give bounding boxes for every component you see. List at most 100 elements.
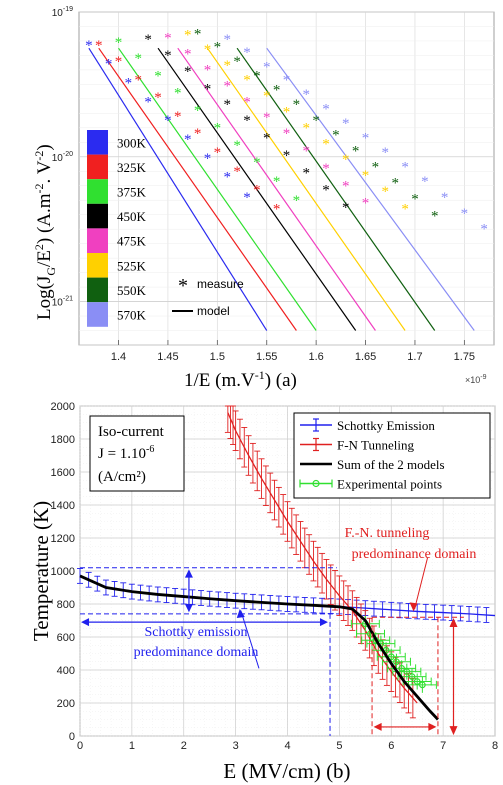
measure-point-475K: * (243, 94, 251, 110)
measure-point-450K: * (303, 165, 311, 181)
measure-point-450K: * (283, 148, 291, 164)
measure-point-325K: * (194, 126, 202, 142)
schottky-arrowhead-down (184, 604, 193, 613)
measure-point-450K: * (144, 32, 152, 48)
measure-point-570K: * (342, 116, 350, 132)
measure-point-550K: * (352, 144, 360, 160)
model-line-375K (118, 47, 317, 331)
iso-current-title: Iso-current (98, 424, 165, 440)
panel-a-y-ticks: 10-19 10-20 10-21 (52, 6, 73, 309)
measure-point-375K: * (194, 103, 202, 119)
legend-swatch-375K (87, 179, 108, 204)
measure-point-550K: * (194, 26, 202, 42)
legend-label-325K: 325K (117, 160, 147, 175)
measure-point-525K: * (243, 73, 251, 89)
measure-point-570K: * (461, 206, 469, 222)
panel-b-y-tick-label: 400 (57, 665, 75, 677)
measure-point-475K: * (322, 161, 330, 177)
measure-point-300K: * (243, 190, 251, 206)
panel-b-x-tick-label: 7 (440, 740, 446, 752)
schottky-pointer-head (236, 608, 245, 618)
panel-b: 0 200 400 600 800 1000 1200 1400 1600 1800 2000 0 1… (29, 401, 498, 783)
measure-point-570K: * (421, 174, 429, 190)
model-line-475K (177, 47, 376, 331)
panel-b-y-tick-label: 2000 (51, 401, 75, 413)
measure-point-570K: * (263, 60, 271, 76)
legend-label-525K: 525K (117, 258, 147, 273)
measure-point-550K: * (411, 191, 419, 207)
legend-swatch-300K (87, 130, 108, 155)
fn-range-arrowhead-down (449, 726, 458, 736)
panel-b-x-tick-label: 2 (181, 740, 187, 752)
measure-point-475K: * (342, 178, 350, 194)
measure-point-550K: * (391, 175, 399, 191)
measure-point-525K: * (184, 28, 192, 44)
measure-point-550K: * (233, 54, 241, 70)
legend-label-570K: 570K (117, 308, 147, 323)
panel-a-model-lines (88, 47, 475, 331)
measure-point-570K: * (283, 73, 291, 89)
panel-a-x-tick-label: 1.75 (454, 351, 475, 363)
measure-point-375K: * (233, 138, 241, 154)
fn-pointer-head (409, 602, 418, 612)
measure-point-325K: * (154, 90, 162, 106)
measure-point-570K: * (303, 87, 311, 103)
measure-point-550K: * (332, 128, 340, 144)
panel-a-x-tick-label: 1.4 (111, 351, 126, 363)
measure-point-550K: * (273, 83, 281, 99)
measure-point-325K: * (273, 201, 281, 217)
panel-a-x-tick-label: 1.6 (308, 351, 323, 363)
fn-domain-arrowhead-left (373, 722, 382, 731)
measure-point-300K: * (125, 75, 133, 91)
measure-point-525K: * (303, 120, 311, 136)
panel-a-y-axis-label: Log(JG/E2) (A.m-2. V-2) (32, 144, 58, 320)
measure-point-525K: * (263, 89, 271, 105)
iso-current-value: J = 1.10-6 (98, 444, 154, 462)
measure-point-525K: * (362, 168, 370, 184)
panel-b-x-tick-label: 0 (77, 740, 83, 752)
measure-point-450K: * (184, 64, 192, 80)
exp-point (418, 681, 426, 689)
panel-a-frame (78, 11, 495, 346)
measure-point-570K: * (480, 222, 488, 238)
measure-point-450K: * (164, 48, 172, 64)
measure-point-300K: * (204, 151, 212, 167)
measure-point-325K: * (214, 145, 222, 161)
panel-b-x-tick-label: 1 (129, 740, 135, 752)
exp-point (403, 668, 411, 676)
legend-label-300K: 300K (117, 135, 147, 150)
legend-label-2: Sum of the 2 models (337, 457, 445, 472)
fn-annotation-line1: F.-N. tunneling (345, 526, 430, 541)
measure-point-300K: * (85, 38, 93, 54)
panel-a-y-tick-label: 10-19 (52, 6, 73, 19)
legend-swatch-450K (87, 203, 108, 229)
panel-a-y-tick-label: 10-21 (52, 296, 73, 309)
measure-point-475K: * (184, 47, 192, 63)
measure-point-325K: * (115, 54, 123, 70)
panel-a-x-axis-label: 1/E (m.V-1) (a) (184, 368, 297, 391)
measure-point-375K: * (115, 35, 123, 51)
measure-point-300K: * (144, 94, 152, 110)
panel-b-x-tick-label: 8 (492, 740, 498, 752)
schottky-pointer (240, 610, 260, 669)
measure-point-570K: * (223, 32, 231, 48)
measure-point-550K: * (372, 159, 380, 175)
legend-label-475K: 475K (117, 234, 147, 249)
measure-point-450K: * (342, 200, 350, 216)
measure-point-375K: * (174, 86, 182, 102)
measure-point-325K: * (135, 73, 143, 89)
measure-point-570K: * (441, 190, 449, 206)
panel-b-x-tick-label: 4 (284, 740, 290, 752)
panel-b-x-ticks: 0 1 2 3 4 5 6 7 8 (77, 740, 498, 752)
measure-point-550K: * (214, 39, 222, 55)
measure-point-475K: * (204, 62, 212, 78)
measure-point-570K: * (243, 45, 251, 61)
measure-legend-label: measure (197, 277, 244, 291)
panel-a-grid (79, 11, 494, 346)
panel-b-x-tick-label: 5 (336, 740, 342, 752)
measure-point-525K: * (204, 42, 212, 58)
measure-point-375K: * (253, 155, 261, 171)
fn-range-arrowhead-up (449, 618, 458, 628)
exp-point (398, 664, 406, 672)
